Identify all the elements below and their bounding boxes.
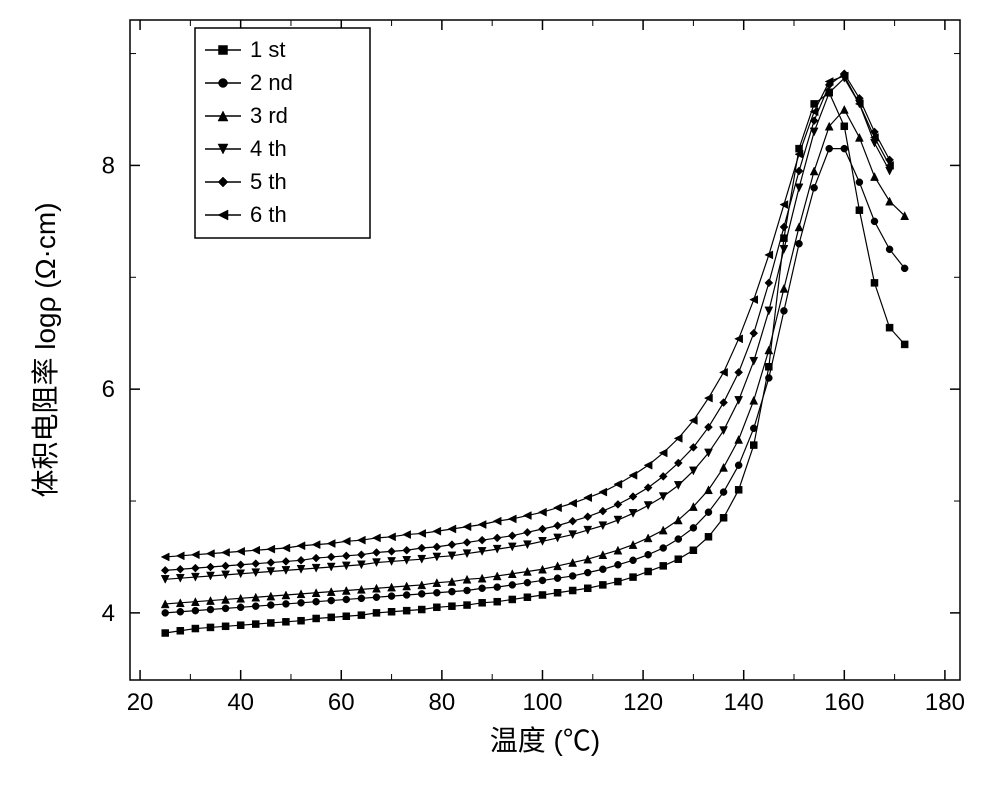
- legend: 1 st 2 nd 3 rd 4 th 5 th 6 th: [195, 28, 370, 238]
- x-axis-label: 温度 (℃): [490, 725, 600, 756]
- legend-label: 6 th: [250, 202, 287, 227]
- svg-text:100: 100: [522, 689, 562, 716]
- svg-text:120: 120: [623, 689, 663, 716]
- chart-svg: 20 40 60 80 100 120 140 160 180 4 6 8 温度 (℃) 体积电阻率 lo…: [0, 0, 1000, 790]
- svg-text:140: 140: [724, 689, 764, 716]
- svg-text:8: 8: [102, 152, 115, 179]
- svg-text:60: 60: [328, 689, 355, 716]
- y-axis-label: 体积电阻率 logρ (Ω·cm): [30, 202, 61, 497]
- svg-text:4: 4: [102, 600, 115, 627]
- svg-text:40: 40: [227, 689, 254, 716]
- legend-label: 2 nd: [250, 70, 293, 95]
- legend-label: 3 rd: [250, 103, 288, 128]
- legend-label: 4 th: [250, 136, 287, 161]
- svg-text:20: 20: [127, 689, 154, 716]
- legend-label: 5 th: [250, 169, 287, 194]
- legend-label: 1 st: [250, 37, 285, 62]
- svg-text:180: 180: [925, 689, 965, 716]
- svg-text:6: 6: [102, 376, 115, 403]
- resistivity-chart: 20 40 60 80 100 120 140 160 180 4 6 8 温度 (℃) 体积电阻率 lo…: [0, 0, 1000, 790]
- svg-text:80: 80: [429, 689, 456, 716]
- svg-text:160: 160: [824, 689, 864, 716]
